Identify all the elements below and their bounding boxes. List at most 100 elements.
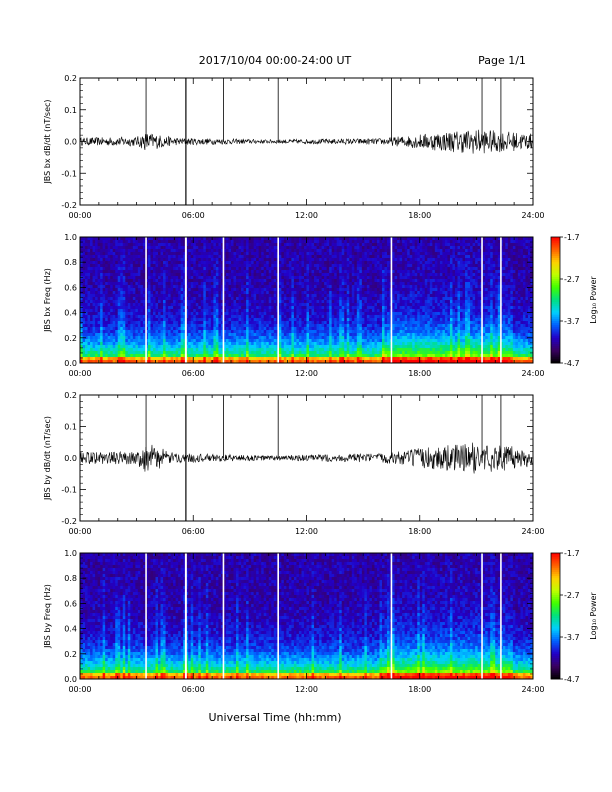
spectrogram-cell bbox=[115, 243, 119, 247]
spectrogram-cell bbox=[145, 324, 149, 328]
spectrogram-cell bbox=[105, 354, 109, 358]
spectrogram-cell bbox=[220, 276, 224, 280]
spectrogram-cell bbox=[208, 285, 212, 289]
spectrogram-cell bbox=[354, 261, 358, 265]
spectrogram-cell bbox=[165, 249, 169, 253]
spectrogram-cell bbox=[243, 339, 247, 343]
spectrogram-cell bbox=[178, 330, 182, 334]
spectrogram-cell bbox=[341, 246, 345, 250]
spectrogram-cell bbox=[115, 267, 119, 271]
spectrogram-cell bbox=[241, 270, 244, 274]
spectrogram-cell bbox=[178, 360, 182, 364]
spectrogram-cell bbox=[336, 306, 340, 310]
spectrogram-cell bbox=[147, 258, 151, 262]
spectrogram-cell bbox=[311, 291, 315, 295]
spectrogram-cell bbox=[268, 324, 272, 328]
spectrogram-cell bbox=[178, 300, 182, 304]
spectrogram-cell bbox=[354, 282, 358, 286]
spectrogram-cell bbox=[175, 321, 179, 325]
spectrogram-cell bbox=[210, 345, 214, 349]
spectrogram-cell bbox=[248, 249, 252, 253]
spectrogram-cell bbox=[256, 315, 260, 319]
spectrogram-cell bbox=[105, 288, 109, 292]
spectrogram-cell bbox=[228, 330, 232, 334]
spectrogram-cell bbox=[346, 255, 350, 259]
spectrogram-cell bbox=[200, 321, 204, 325]
spectrogram-cell bbox=[346, 249, 350, 253]
spectrogram-cell bbox=[132, 360, 136, 364]
spectrogram-cell bbox=[117, 273, 121, 277]
spectrogram-cell bbox=[258, 309, 262, 313]
spectrogram-cell bbox=[155, 279, 159, 283]
spectrogram-cell bbox=[354, 360, 358, 364]
spectrogram-cell bbox=[145, 276, 149, 280]
spectrogram-cell bbox=[213, 267, 217, 271]
spectrogram-cell bbox=[183, 309, 187, 313]
spectrogram-cell bbox=[183, 282, 187, 286]
spectrogram-cell bbox=[120, 330, 124, 334]
spectrogram-cell bbox=[80, 246, 83, 250]
spectrogram-cell bbox=[220, 312, 224, 316]
spectrogram-cell bbox=[361, 252, 365, 256]
spectrogram-cell bbox=[301, 306, 305, 310]
spectrogram-cell bbox=[283, 261, 287, 265]
spectrogram-cell bbox=[178, 354, 182, 358]
spectrogram-cell bbox=[349, 318, 353, 322]
spectrogram-cell bbox=[233, 339, 237, 343]
spectrogram-cell bbox=[331, 294, 335, 298]
spectrogram-cell bbox=[92, 258, 96, 262]
spectrogram-cell bbox=[316, 345, 320, 349]
spectrogram-cell bbox=[225, 273, 229, 277]
spectrogram-cell bbox=[213, 270, 217, 274]
spectrogram-cell bbox=[326, 270, 330, 274]
spectrogram-cell bbox=[170, 309, 174, 313]
spectrogram-cell bbox=[366, 246, 370, 250]
spectrogram-cell bbox=[115, 303, 119, 307]
spectrogram-cell bbox=[97, 240, 101, 244]
spectrogram-cell bbox=[152, 333, 156, 337]
spectrogram-cell bbox=[165, 258, 169, 262]
spectrogram-cell bbox=[238, 330, 242, 334]
spectrogram-cell bbox=[102, 243, 106, 247]
spectrogram-cell bbox=[135, 294, 139, 298]
spectrogram-cell bbox=[102, 300, 106, 304]
spectrogram-cell bbox=[341, 354, 345, 358]
spectrogram-cell bbox=[286, 348, 290, 352]
spectrogram-cell bbox=[341, 291, 345, 295]
spectrogram-cell bbox=[140, 246, 144, 250]
spectrogram-cell bbox=[107, 360, 111, 364]
spectrogram-cell bbox=[215, 318, 219, 322]
spectrogram-cell bbox=[231, 309, 234, 313]
spectrogram-cell bbox=[248, 267, 252, 271]
spectrogram-cell bbox=[132, 351, 136, 355]
spectrogram-cell bbox=[278, 306, 282, 310]
spectrogram-cell bbox=[349, 264, 353, 268]
spectrogram-cell bbox=[311, 345, 315, 349]
spectrogram-cell bbox=[248, 255, 252, 259]
spectrogram-cell bbox=[344, 360, 348, 364]
spectrogram-cell bbox=[261, 240, 265, 244]
spectrogram-cell bbox=[218, 318, 222, 322]
spectrogram-cell bbox=[135, 348, 139, 352]
spectrogram-cell bbox=[326, 318, 330, 322]
spectrogram-cell bbox=[369, 360, 373, 364]
spectrogram-cell bbox=[160, 300, 164, 304]
spectrogram-cell bbox=[238, 276, 242, 280]
spectrogram-cell bbox=[251, 282, 255, 286]
spectrogram-cell bbox=[246, 294, 250, 298]
spectrogram-cell bbox=[329, 249, 333, 253]
spectrogram-cell bbox=[122, 258, 126, 262]
spectrogram-cell bbox=[329, 318, 333, 322]
spectrogram-cell bbox=[271, 288, 275, 292]
spectrogram-cell bbox=[291, 324, 295, 328]
spectrogram-cell bbox=[236, 279, 239, 283]
spectrogram-cell bbox=[102, 279, 106, 283]
spectrogram-cell bbox=[316, 339, 320, 343]
spectrogram-cell bbox=[309, 312, 312, 316]
spectrogram-cell bbox=[306, 240, 310, 244]
spectrogram-cell bbox=[168, 273, 171, 277]
spectrogram-cell bbox=[369, 315, 373, 319]
spectrogram-cell bbox=[303, 321, 307, 325]
spectrogram-cell bbox=[147, 327, 151, 331]
spectrogram-cell bbox=[331, 318, 335, 322]
